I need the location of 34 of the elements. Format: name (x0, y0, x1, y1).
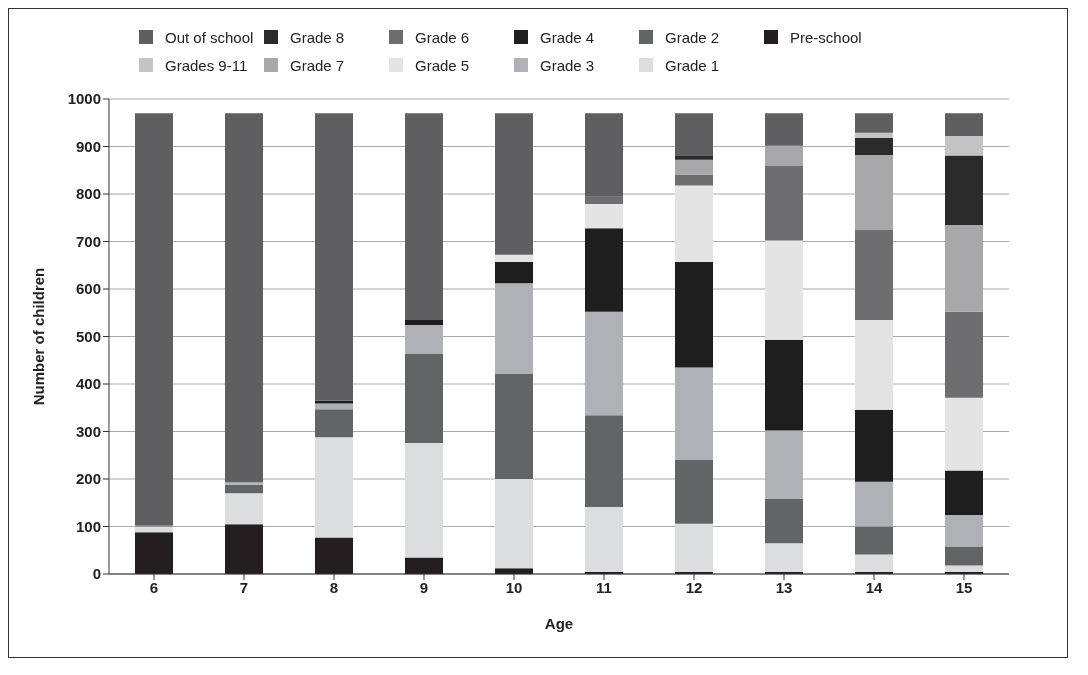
y-tick-label: 400 (75, 375, 101, 393)
y-tick-label: 300 (75, 422, 101, 440)
y-tick-label: 600 (75, 280, 101, 298)
x-tick-label: 8 (329, 578, 339, 596)
y-tick-label: 800 (75, 185, 101, 203)
x-tick-label: 14 (865, 578, 883, 596)
legend-label: Grade 2 (665, 28, 720, 46)
y-tick-label: 700 (75, 232, 101, 250)
x-tick-label: 13 (775, 578, 793, 596)
x-tick-label: 9 (419, 578, 429, 596)
legend-label: Out of school (165, 28, 254, 46)
x-tick-label: 6 (149, 578, 159, 596)
y-tick-label: 900 (75, 137, 101, 155)
legend-label: Grade 8 (290, 28, 345, 46)
y-tick-label: 1000 (67, 90, 101, 108)
y-axis-title: Number of children (30, 267, 48, 406)
legend-label: Grade 7 (290, 56, 345, 74)
legend-label: Grade 5 (415, 56, 470, 74)
legend-label: Grades 9-11 (165, 56, 248, 74)
x-tick-label: 12 (685, 578, 703, 596)
x-tick-label: 11 (596, 578, 612, 596)
legend-label: Grade 3 (540, 56, 595, 74)
legend-label: Grade 4 (540, 28, 595, 46)
x-tick-label: 10 (505, 578, 523, 596)
x-tick-label: 7 (239, 578, 249, 596)
legend-label: Grade 6 (415, 28, 470, 46)
legend-label: Grade 1 (665, 56, 720, 74)
y-tick-label: 200 (75, 470, 101, 488)
legend-label: Pre-school (790, 28, 862, 46)
y-tick-label: 0 (92, 565, 101, 583)
y-tick-label: 500 (75, 327, 101, 345)
x-tick-label: 15 (955, 578, 973, 596)
x-axis-title: Age (544, 615, 574, 632)
y-tick-label: 100 (75, 517, 101, 535)
